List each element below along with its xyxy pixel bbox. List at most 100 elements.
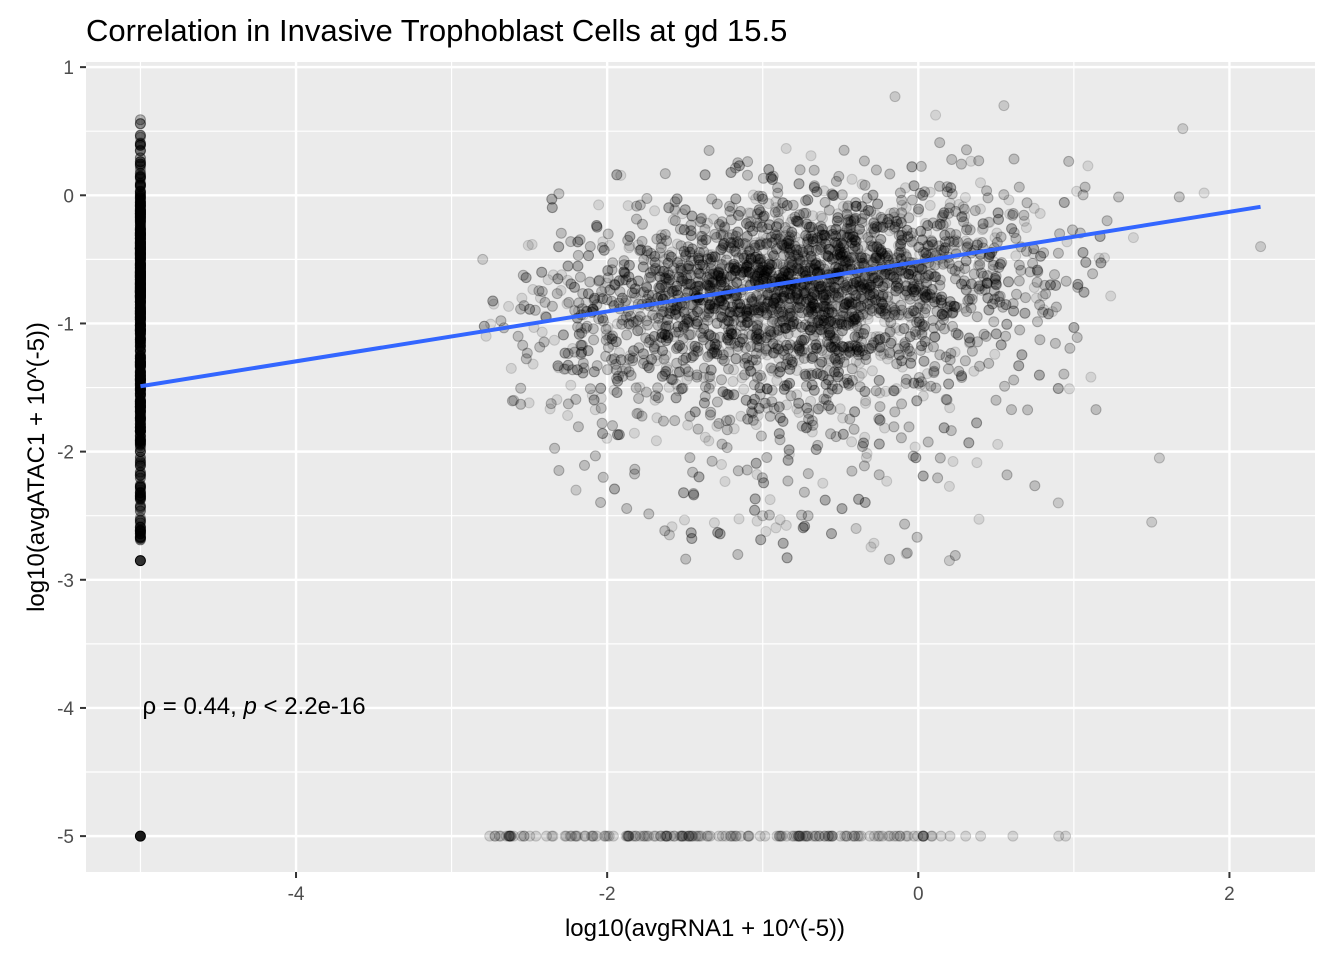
data-point bbox=[989, 348, 1001, 360]
data-point bbox=[588, 334, 600, 346]
data-point bbox=[134, 239, 146, 251]
data-point bbox=[134, 286, 146, 298]
data-point bbox=[134, 271, 146, 283]
data-point bbox=[134, 528, 146, 540]
data-point bbox=[134, 291, 146, 303]
data-point bbox=[134, 282, 146, 294]
data-point bbox=[810, 830, 822, 842]
data-point bbox=[134, 259, 146, 271]
data-point bbox=[846, 173, 858, 185]
data-point bbox=[134, 212, 146, 224]
data-point bbox=[134, 258, 146, 270]
data-point bbox=[134, 308, 146, 320]
data-point bbox=[971, 457, 983, 469]
data-point bbox=[134, 289, 146, 301]
data-point bbox=[134, 336, 146, 347]
data-point bbox=[134, 373, 146, 385]
data-point bbox=[134, 192, 146, 204]
data-point bbox=[134, 251, 146, 263]
data-point bbox=[134, 207, 146, 219]
data-point bbox=[134, 286, 146, 298]
data-point bbox=[134, 394, 146, 406]
data-point bbox=[134, 247, 146, 259]
data-point bbox=[911, 531, 923, 543]
data-point bbox=[721, 424, 733, 436]
data-point bbox=[134, 396, 146, 408]
data-point bbox=[134, 492, 146, 504]
data-point bbox=[134, 139, 146, 151]
data-point bbox=[134, 278, 146, 290]
data-point bbox=[134, 259, 146, 271]
data-point bbox=[134, 328, 146, 339]
data-point bbox=[134, 317, 146, 329]
data-point bbox=[134, 259, 146, 270]
data-point bbox=[723, 363, 734, 375]
data-point bbox=[134, 306, 146, 317]
plot-panel bbox=[86, 62, 1315, 872]
data-point bbox=[896, 194, 908, 206]
data-point bbox=[134, 271, 146, 283]
data-point bbox=[134, 245, 146, 257]
data-point bbox=[692, 423, 704, 435]
data-point bbox=[959, 192, 971, 203]
data-point bbox=[134, 398, 146, 410]
data-point bbox=[134, 411, 146, 423]
data-point bbox=[732, 549, 744, 560]
data-point bbox=[134, 243, 146, 255]
data-point bbox=[134, 421, 146, 433]
data-point bbox=[1198, 187, 1210, 199]
data-point bbox=[636, 410, 648, 422]
data-point bbox=[134, 532, 146, 544]
data-point bbox=[870, 164, 882, 176]
data-point bbox=[682, 830, 694, 842]
data-point bbox=[134, 299, 146, 311]
data-point bbox=[134, 265, 146, 277]
data-point bbox=[621, 503, 633, 514]
data-point bbox=[943, 480, 955, 492]
data-point bbox=[866, 365, 878, 377]
data-point bbox=[607, 420, 618, 432]
data-point bbox=[134, 291, 146, 303]
data-point bbox=[134, 252, 146, 264]
data-point bbox=[134, 390, 146, 401]
data-point bbox=[134, 320, 146, 332]
data-point bbox=[134, 229, 146, 241]
data-point bbox=[134, 310, 146, 322]
data-point bbox=[134, 332, 146, 344]
data-point bbox=[637, 218, 648, 230]
data-point bbox=[134, 208, 146, 220]
data-point bbox=[134, 233, 146, 245]
data-point bbox=[134, 334, 146, 346]
data-point bbox=[134, 438, 146, 450]
data-point bbox=[765, 362, 777, 374]
data-point bbox=[134, 490, 146, 502]
data-point bbox=[701, 830, 713, 842]
data-point bbox=[695, 213, 707, 225]
data-point bbox=[1007, 830, 1019, 842]
data-point bbox=[134, 500, 146, 512]
data-point bbox=[995, 231, 1007, 243]
data-point bbox=[901, 547, 913, 559]
data-point bbox=[134, 227, 146, 239]
data-point bbox=[134, 306, 146, 318]
data-point bbox=[134, 398, 146, 409]
data-point bbox=[134, 292, 146, 304]
data-point bbox=[1071, 332, 1083, 343]
data-point bbox=[134, 534, 146, 546]
data-point bbox=[705, 406, 717, 418]
data-point bbox=[134, 532, 146, 544]
data-point bbox=[539, 296, 551, 308]
data-point bbox=[1034, 334, 1046, 346]
data-point bbox=[134, 129, 146, 141]
data-point bbox=[884, 347, 896, 359]
data-point bbox=[1063, 155, 1075, 167]
data-point bbox=[1022, 404, 1034, 416]
data-point bbox=[134, 246, 146, 258]
data-point bbox=[134, 325, 146, 337]
data-point bbox=[503, 300, 515, 312]
data-point bbox=[992, 438, 1004, 450]
data-point bbox=[134, 214, 146, 226]
minor-gridlines bbox=[86, 62, 1315, 872]
data-point bbox=[134, 219, 146, 231]
